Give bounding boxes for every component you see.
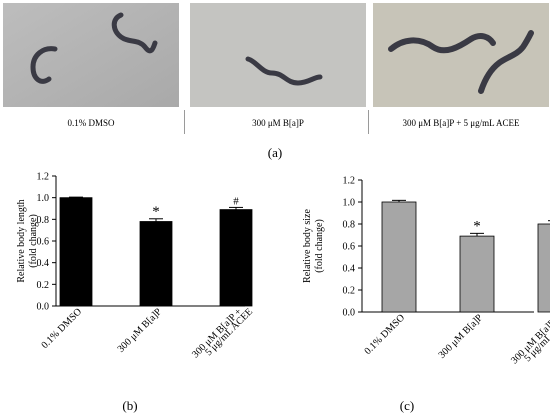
condition-label-dmso: 0.1% DMSO <box>67 118 115 128</box>
worm-icon <box>388 33 496 54</box>
bar <box>219 209 253 307</box>
y-tick-label: 0.6 <box>343 242 356 253</box>
condition-label-bap: 300 μM B[a]P <box>252 118 304 128</box>
condition-label-bap-acee: 300 μM B[a]P + 5 μg/mL ACEE <box>402 118 520 128</box>
worm-icon <box>111 12 158 54</box>
significance-marker: # <box>233 195 239 207</box>
y-axis-label: Relative body size <box>302 209 313 283</box>
worm-icon <box>478 30 534 94</box>
divider-line <box>368 110 369 134</box>
y-tick-label: 0.8 <box>37 215 50 226</box>
panel-label-b: (b) <box>122 398 138 413</box>
bar <box>459 235 495 313</box>
bar <box>381 201 417 313</box>
y-axis-label: Relative body length <box>16 199 27 282</box>
chart-body-length: 0.0 0.2 0.4 0.6 0.8 1.0 1.2 Relative body lengt… <box>0 166 270 381</box>
y-tick-label: 1.2 <box>343 176 356 187</box>
photo-dmso <box>3 3 179 107</box>
y-tick-label: 1.0 <box>37 193 50 204</box>
x-tick-label: 300 μM B[a]P <box>437 312 486 361</box>
panel-label-c: (c) <box>399 398 415 413</box>
worm-icon <box>245 56 323 86</box>
y-tick-label: 0.2 <box>343 286 356 297</box>
panel-label-a: (a) <box>267 145 283 160</box>
y-axis-label: (fold change) <box>28 214 39 268</box>
y-tick-label: 0.0 <box>343 308 356 319</box>
photo-bap-acee <box>373 3 549 107</box>
x-tick-label: 0.1% DMSO <box>39 306 84 351</box>
significance-marker: * <box>473 218 481 234</box>
y-tick-label: 0.0 <box>37 302 50 313</box>
significance-marker: * <box>152 204 160 220</box>
y-tick-label: 1.0 <box>343 198 356 209</box>
y-tick-label: 1.2 <box>37 172 50 183</box>
bar <box>59 197 93 307</box>
x-tick-label: 300 μM B[a]P <box>116 306 165 355</box>
x-tick-label: 300 μM B[a]P + <box>190 306 244 360</box>
y-axis-label: (fold change) <box>314 219 325 273</box>
y-tick-label: 0.4 <box>37 258 50 269</box>
photo-bap <box>190 3 366 107</box>
bar <box>537 223 550 313</box>
bar <box>139 221 173 307</box>
y-tick-label: 0.8 <box>343 220 356 231</box>
worm-icon <box>30 46 58 84</box>
chart-body-size: 0.0 0.2 0.4 0.6 0.8 1.0 1.2 Relative body size(… <box>282 166 550 381</box>
y-tick-label: 0.6 <box>37 237 50 248</box>
divider-line <box>184 110 185 134</box>
x-tick-label: 0.1% DMSO <box>362 312 407 357</box>
y-tick-label: 0.2 <box>37 280 50 291</box>
y-tick-label: 0.4 <box>343 264 356 275</box>
